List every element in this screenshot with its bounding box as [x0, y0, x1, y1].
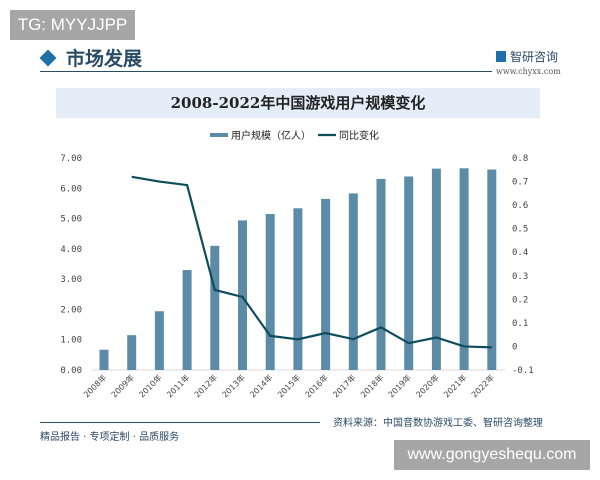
bar	[99, 349, 109, 370]
line-series	[131, 175, 492, 349]
logo-icon	[496, 51, 506, 62]
bar	[293, 208, 303, 370]
source-note: 资料来源：中国音数协游戏工委、智研咨询整理	[333, 418, 543, 429]
x-tick-label: 2009年	[109, 372, 136, 399]
x-tick-label: 2010年	[137, 372, 164, 399]
x-tick-label: 2013年	[220, 372, 247, 399]
y-left-tick: 1.00	[60, 336, 82, 346]
x-tick-label: 2021年	[441, 372, 468, 399]
y-right-tick: 0.7	[512, 178, 528, 188]
x-tick-label: 2016年	[303, 372, 330, 399]
x-tick-label: 2015年	[275, 372, 302, 399]
y-right-tick: 0.2	[512, 295, 528, 305]
logo-text: 智研咨询	[510, 50, 559, 64]
footer-slogan: 精品报告 · 专项定制 · 品质服务	[40, 432, 180, 443]
y-right-tick: 0.6	[512, 201, 528, 211]
chart-title: 2008-2022年中国游戏用户规模变化	[56, 88, 540, 118]
legend-bar-label: 用户规模（亿人）	[231, 129, 311, 142]
y-right-tick: 0.8	[512, 154, 528, 164]
y-left-tick: 0.00	[60, 366, 82, 376]
x-tick-label: 2011年	[164, 372, 191, 399]
header-divider	[40, 71, 492, 72]
bar	[376, 178, 386, 370]
section-title: 市场发展	[66, 48, 143, 70]
y-right-tick: -0.1	[512, 366, 534, 376]
bar	[348, 193, 358, 370]
x-tick-label: 2014年	[247, 372, 274, 399]
y-left-tick: 7.00	[60, 154, 82, 164]
x-tick-label: 2019年	[386, 372, 413, 399]
section-header: 市场发展	[39, 44, 143, 71]
x-tick-label: 2020年	[414, 372, 441, 399]
legend-bar-swatch	[210, 133, 228, 137]
y-right-tick: 0.1	[512, 319, 528, 329]
bar	[431, 168, 441, 370]
y-left-tick: 6.00	[60, 184, 82, 194]
y-right-tick: 0.4	[512, 248, 528, 258]
bar	[238, 220, 247, 370]
bar	[182, 270, 192, 370]
brand-logo: 智研咨询	[496, 48, 558, 65]
bar	[459, 168, 469, 370]
bar	[210, 245, 220, 370]
y-right-tick: 0	[512, 342, 517, 352]
bar	[321, 198, 331, 370]
y-left-tick: 5.00	[60, 215, 82, 225]
x-tick-label: 2018年	[358, 372, 385, 399]
y-right-tick: 0.3	[512, 272, 528, 282]
x-tick-label: 2017年	[331, 372, 358, 399]
y-left-tick: 4.00	[60, 245, 82, 255]
bar	[265, 214, 275, 370]
legend-line-label: 同比变化	[339, 129, 379, 142]
x-tick-label: 2008年	[81, 372, 108, 399]
y-right-tick: 0.5	[512, 225, 528, 235]
footer-divider	[40, 422, 320, 423]
logo-url: www.chyxx.com	[496, 67, 561, 76]
watermark-top: TG: MYYJJPP	[10, 10, 135, 40]
x-tick-label: 2022年	[469, 372, 496, 399]
x-tick-label: 2012年	[192, 372, 219, 399]
y-left-tick: 3.00	[60, 275, 82, 285]
watermark-bottom: www.gongyeshequ.com	[394, 440, 590, 470]
bar	[487, 169, 497, 370]
bar	[404, 176, 414, 370]
bar	[127, 335, 137, 370]
bar	[154, 311, 164, 370]
y-left-tick: 2.00	[60, 305, 82, 315]
